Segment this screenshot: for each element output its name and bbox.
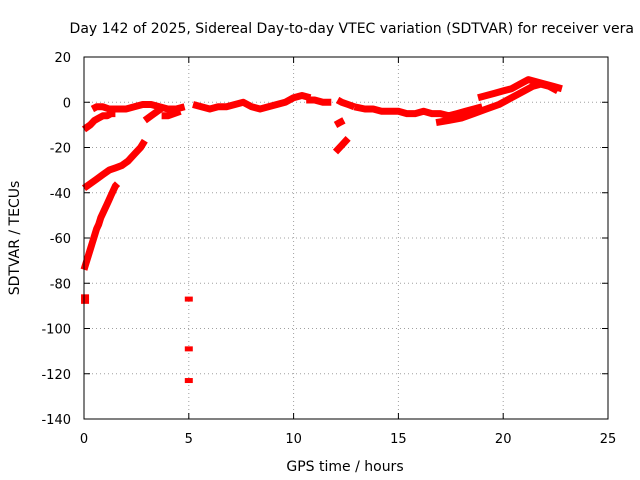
data-point bbox=[184, 378, 193, 384]
x-tick-label: 10 bbox=[285, 432, 302, 447]
series-band-dip-3 bbox=[142, 103, 166, 124]
grid bbox=[84, 57, 608, 419]
y-tick-label: 20 bbox=[54, 51, 71, 66]
data-point bbox=[81, 298, 90, 304]
series-arc-38 bbox=[81, 138, 148, 192]
y-tick-label: -120 bbox=[41, 368, 71, 383]
chart-title: Day 142 of 2025, Sidereal Day-to-day VTE… bbox=[70, 21, 634, 37]
y-tick-label: -140 bbox=[41, 413, 71, 428]
y-tick-label: -60 bbox=[50, 232, 71, 247]
x-tick-label: 0 bbox=[80, 432, 88, 447]
x-tick-label: 15 bbox=[390, 432, 407, 447]
series-band-mid-tail bbox=[306, 96, 332, 106]
y-axis-label: SDTVAR / TECUs bbox=[7, 181, 23, 296]
data-point bbox=[184, 296, 193, 302]
x-axis-label: GPS time / hours bbox=[286, 459, 403, 475]
series-band-low-start bbox=[81, 110, 116, 133]
x-tick-label: 20 bbox=[495, 432, 512, 447]
series-segment-12-b bbox=[332, 136, 351, 155]
series-band-4 bbox=[161, 108, 182, 120]
data-point bbox=[184, 346, 193, 352]
y-tick-label: -100 bbox=[41, 323, 71, 338]
y-tick-label: -20 bbox=[50, 142, 71, 157]
y-tick-label: -40 bbox=[50, 187, 71, 202]
data-series bbox=[80, 76, 563, 384]
axes-ticks: 0 5 10 15 20 25 -140 -120 -100 -80 -60 -40 -20 0 20 bbox=[41, 51, 616, 447]
series-arc-74 bbox=[80, 181, 121, 271]
series-band-late-upper bbox=[477, 76, 563, 102]
x-tick-label: 5 bbox=[185, 432, 193, 447]
y-tick-label: -80 bbox=[50, 277, 71, 292]
series-band-main-late bbox=[353, 103, 484, 120]
series-band-12 bbox=[335, 96, 356, 111]
x-tick-label: 25 bbox=[600, 432, 617, 447]
y-tick-label: 0 bbox=[63, 96, 71, 111]
data-point bbox=[81, 294, 90, 300]
series-band-main-early bbox=[90, 101, 186, 113]
series-segment-12-a bbox=[333, 117, 346, 128]
series-band-main-mid bbox=[192, 92, 312, 113]
